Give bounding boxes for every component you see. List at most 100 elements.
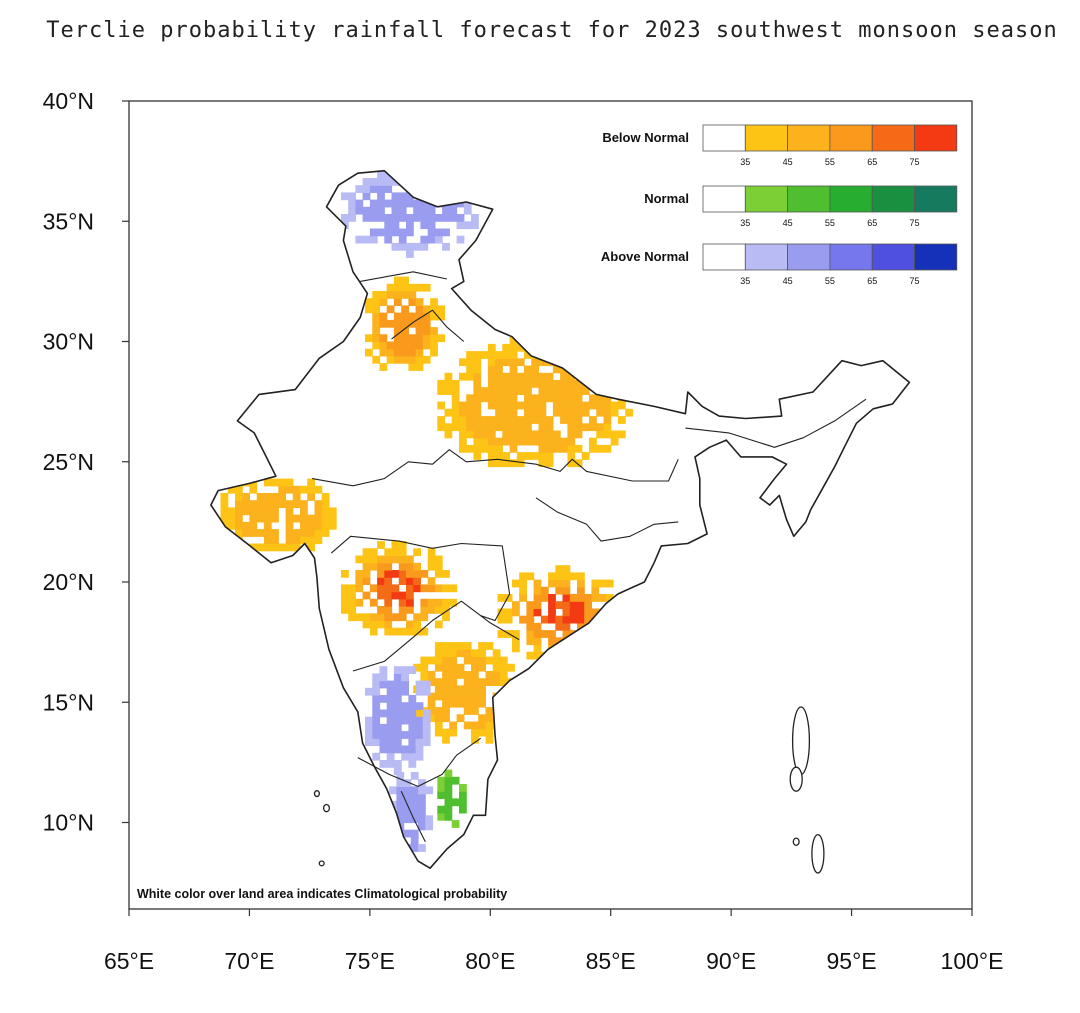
shading-cell	[307, 543, 315, 552]
shading-cell	[372, 312, 381, 321]
shading-cell	[393, 709, 402, 718]
legend-swatch	[914, 124, 958, 152]
shading-cell	[372, 680, 381, 689]
forecast-region	[220, 478, 337, 552]
shading-cell	[398, 606, 407, 614]
shading-cell	[463, 199, 472, 208]
shading-cell	[420, 613, 429, 622]
shading-cell	[406, 606, 414, 614]
shading-cell	[603, 423, 612, 432]
shading-cell	[437, 791, 446, 799]
shading-cell	[603, 430, 612, 439]
shading-cell	[533, 637, 542, 646]
shading-cell	[437, 784, 446, 792]
shading-cell	[242, 529, 250, 537]
shading-cell	[531, 452, 539, 460]
shading-cell	[384, 627, 393, 636]
shading-cell	[598, 594, 607, 602]
shading-cell	[444, 812, 453, 821]
shading-cell	[278, 478, 287, 487]
shading-cell	[451, 423, 460, 432]
shading-cell	[377, 613, 385, 622]
shading-cell	[473, 452, 482, 460]
shading-cell	[422, 312, 431, 321]
shading-cell	[451, 776, 460, 785]
legend-tick-label: 75	[909, 276, 919, 286]
shading-cell	[449, 728, 458, 737]
shading-cell	[384, 584, 393, 593]
shading-cell	[449, 663, 458, 672]
shading-cell	[396, 815, 405, 824]
shading-cell	[437, 416, 446, 424]
shading-cell	[415, 334, 424, 343]
shading-cell	[401, 276, 409, 285]
shading-cell	[415, 363, 424, 371]
shading-cell	[466, 416, 474, 424]
shading-cell	[444, 408, 453, 417]
shading-cell	[555, 579, 564, 588]
shading-cell	[562, 565, 571, 573]
shading-cell	[434, 606, 443, 614]
shading-cell	[473, 372, 482, 381]
shading-cell	[509, 430, 518, 439]
shading-cell	[393, 319, 402, 328]
shading-cell	[463, 721, 472, 730]
shading-cell	[427, 555, 436, 564]
shading-cell	[487, 430, 496, 439]
shading-cell	[398, 555, 407, 564]
shading-cell	[478, 656, 486, 665]
shading-cell	[377, 199, 385, 208]
shading-cell	[485, 714, 494, 723]
shading-cell	[487, 452, 496, 460]
shading-cell	[422, 738, 431, 747]
shading-cell	[459, 408, 467, 417]
shading-cell	[434, 555, 443, 564]
shading-cell	[480, 351, 489, 359]
shading-cell	[403, 779, 412, 787]
shading-cell	[220, 507, 229, 516]
shading-cell	[365, 298, 373, 306]
shading-cell	[348, 199, 356, 208]
shading-cell	[540, 615, 549, 624]
shading-cell	[456, 663, 465, 672]
shading-cell	[384, 562, 393, 571]
shading-cell	[369, 185, 378, 193]
shading-cell	[449, 685, 458, 694]
shading-cell	[321, 507, 330, 516]
shading-cell	[292, 529, 301, 537]
shading-cell	[256, 529, 265, 537]
shading-cell	[307, 529, 315, 537]
shading-cell	[410, 829, 419, 838]
shading-cell	[434, 598, 443, 607]
shading-cell	[512, 579, 520, 588]
shading-cell	[512, 630, 520, 638]
shading-cell	[384, 570, 393, 578]
shading-cell	[398, 627, 407, 636]
shading-cell	[396, 793, 405, 802]
shading-cell	[430, 348, 438, 357]
shading-cell	[509, 387, 518, 395]
lat-tick-label: 15°N	[43, 689, 94, 715]
shading-cell	[524, 408, 532, 417]
shading-cell	[495, 351, 503, 359]
shading-cell	[401, 305, 409, 314]
shading-cell	[567, 387, 576, 395]
shading-cell	[401, 291, 409, 299]
shading-cell	[581, 423, 590, 432]
shading-cell	[502, 423, 511, 432]
shading-cell	[519, 615, 527, 624]
shading-cell	[398, 199, 407, 208]
shading-cell	[502, 416, 511, 424]
shading-cell	[485, 671, 494, 679]
shading-cell	[425, 815, 434, 824]
shading-cell	[444, 380, 453, 388]
shading-cell	[415, 298, 424, 306]
shading-cell	[271, 507, 279, 516]
shading-cell	[391, 199, 400, 208]
shading-cell	[480, 387, 489, 395]
shading-cell	[408, 341, 417, 350]
shading-cell	[401, 709, 409, 718]
shading-cell	[396, 779, 405, 787]
shading-cell	[562, 594, 571, 602]
shading-cell	[555, 622, 564, 631]
